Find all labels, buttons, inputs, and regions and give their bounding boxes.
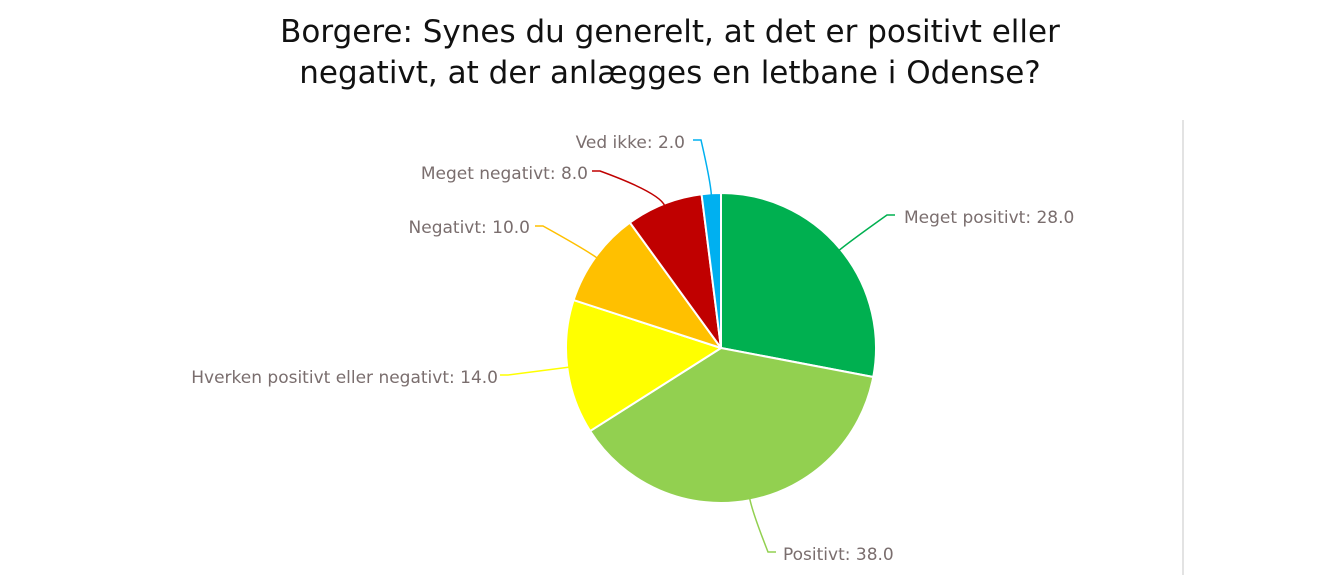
leader-line-ved-ikke [693, 139, 713, 196]
slice-label-meget-positivt: Meget positivt: 28.0 [904, 208, 1074, 228]
pie-leader-lines [500, 139, 895, 553]
slice-label-meget-negativt: Meget negativt: 8.0 [421, 164, 588, 184]
slice-label-ved-ikke: Ved ikke: 2.0 [576, 133, 685, 153]
leader-line-positivt [748, 498, 776, 553]
chart-title: Borgere: Synes du generelt, at det er po… [0, 12, 1340, 94]
slice-label-positivt: Positivt: 38.0 [783, 545, 894, 565]
slice-label-negativt: Negativt: 10.0 [409, 218, 530, 238]
chart-title-line-2: negativt, at der anlægges en letbane i O… [299, 55, 1041, 91]
chart-divider [1182, 120, 1184, 575]
leader-line-meget-positivt [838, 214, 895, 252]
leader-line-hverken-positivt-eller-negativt [500, 366, 570, 376]
slice-label-hverken-positivt-eller-negativt: Hverken positivt eller negativt: 14.0 [191, 368, 498, 388]
chart-title-line-1: Borgere: Synes du generelt, at det er po… [280, 14, 1060, 50]
pie-slice-meget-positivt [720, 192, 877, 379]
pie-slices [565, 192, 877, 504]
leader-line-meget-negativt [592, 170, 666, 207]
leader-line-negativt [535, 225, 598, 259]
pie-labels: Meget positivt: 28.0 Positivt: 38.0 Hverke… [191, 133, 1074, 565]
